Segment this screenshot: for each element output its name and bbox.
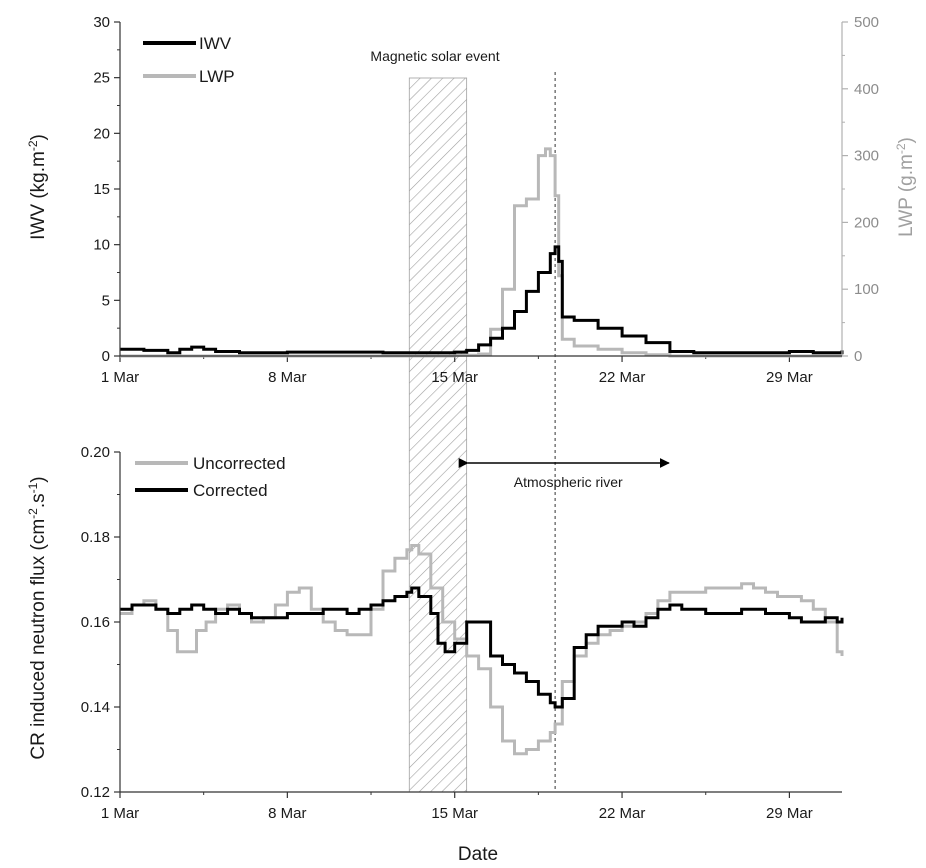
top-x-tick-label: 29 Mar xyxy=(766,369,813,386)
x-axis-title-date: Date xyxy=(458,844,498,865)
bottom-y-tick-label: 0.12 xyxy=(81,784,110,801)
bottom-y-tick-label: 0.20 xyxy=(81,444,110,461)
bottom-series-lines xyxy=(120,544,844,756)
series-corrected-line xyxy=(120,586,844,709)
bottom-x-tick-label: 8 Mar xyxy=(268,805,306,822)
solar-event-hatched-region xyxy=(408,77,468,793)
top-x-tick-label: 15 Mar xyxy=(431,369,478,386)
top-y2-tick-label: 0 xyxy=(854,348,862,365)
magnetic-solar-event-label: Magnetic solar event xyxy=(370,48,499,64)
bottom-x-tick-label: 29 Mar xyxy=(766,805,813,822)
legend-corrected-label: Corrected xyxy=(193,481,268,500)
bottom-panel-neutron-flux: 0.12 0.14 0.16 0.18 0.20 1 Mar 8 Mar 15 Mar 22 M… xyxy=(26,444,844,865)
top-y-tick-label: 0 xyxy=(102,348,110,365)
top-y2-tick-label: 500 xyxy=(854,14,879,31)
top-y2-tick-label: 100 xyxy=(854,281,879,298)
top-y2-tick-label: 200 xyxy=(854,214,879,231)
top-y-tick-label: 10 xyxy=(93,237,110,254)
top-legend: IWV LWP xyxy=(143,34,235,86)
top-y2-axis-title: LWP (g.m-2) xyxy=(894,137,917,237)
series-uncorrected-line xyxy=(120,544,844,756)
top-y-tick-label: 30 xyxy=(93,14,110,31)
legend-uncorrected-label: Uncorrected xyxy=(193,454,286,473)
top-x-tick-label: 22 Mar xyxy=(599,369,646,386)
top-y-axis-title: IWV (kg.m-2) xyxy=(26,134,49,240)
series-iwv-line xyxy=(120,245,844,355)
bottom-x-tick-label: 1 Mar xyxy=(101,805,139,822)
bottom-y-tick-label: 0.18 xyxy=(81,529,110,546)
bottom-legend: Uncorrected Corrected xyxy=(135,454,286,500)
top-y-tick-label: 25 xyxy=(93,70,110,87)
top-y2-tick-label: 300 xyxy=(854,148,879,165)
bottom-y-tick-label: 0.14 xyxy=(81,699,110,716)
top-y2-tick-label: 400 xyxy=(854,81,879,98)
legend-lwp-label: LWP xyxy=(199,67,235,86)
top-y-tick-label: 5 xyxy=(102,292,110,309)
atmospheric-river-label: Atmospheric river xyxy=(514,474,623,490)
top-x-tick-label: 8 Mar xyxy=(268,369,306,386)
bottom-y-tick-label: 0.16 xyxy=(81,614,110,631)
bottom-x-tick-label: 22 Mar xyxy=(599,805,646,822)
bottom-x-tick-label: 15 Mar xyxy=(431,805,478,822)
series-lwp-line xyxy=(120,147,842,358)
bottom-y-axis-title: CR induced neutron flux (cm-2.s-1) xyxy=(26,476,49,759)
legend-iwv-label: IWV xyxy=(199,34,232,53)
bottom-axis-ticks: 0.12 0.14 0.16 0.18 0.20 1 Mar 8 Mar 15 Mar 22 M… xyxy=(81,444,813,822)
top-y-tick-label: 15 xyxy=(93,181,110,198)
top-series-lines xyxy=(120,147,844,358)
top-y-tick-label: 20 xyxy=(93,125,110,142)
top-x-tick-label: 1 Mar xyxy=(101,369,139,386)
